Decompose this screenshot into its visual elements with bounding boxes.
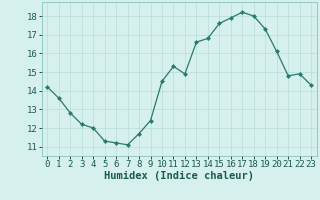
X-axis label: Humidex (Indice chaleur): Humidex (Indice chaleur)	[104, 171, 254, 181]
